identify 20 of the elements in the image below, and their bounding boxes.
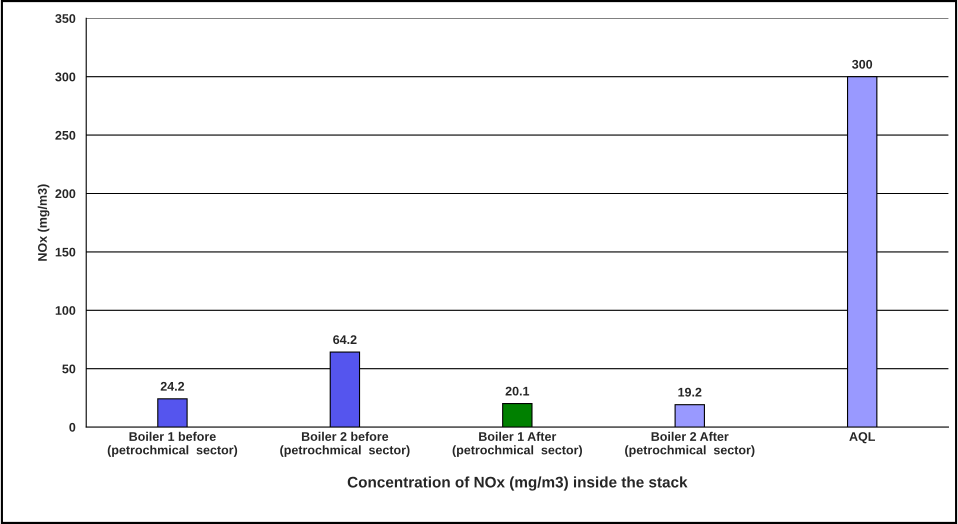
data-label: 19.2	[678, 388, 702, 397]
y-tick-label: 250	[55, 130, 76, 140]
y-tick-label: 100	[56, 306, 76, 315]
y-tick-label: 50	[62, 364, 76, 374]
x-tick-label: Boiler 2 before (petrochmical sector)	[280, 432, 410, 457]
y-tick-label: 300	[55, 72, 76, 82]
y-tick-label: 200	[55, 189, 76, 198]
data-label: 300	[852, 60, 872, 69]
data-label: 20.1	[506, 386, 530, 396]
data-label: 64.2	[333, 335, 357, 344]
x-tick-label: AQL	[849, 432, 876, 444]
x-tick-label: Boiler 1 After (petrochmical sector)	[452, 432, 582, 457]
y-axis-title: NOx (mg/m3)	[38, 184, 50, 261]
y-tick-label: 150	[56, 248, 76, 257]
y-tick-label: 0	[69, 422, 76, 432]
x-tick-label: Boiler 2 After (petrochmical sector)	[625, 432, 754, 457]
y-tick-label: 350	[55, 14, 76, 24]
x-tick-label: Boiler 1 before (petrochmical sector)	[108, 432, 238, 457]
x-axis-title: Concentration of NOx (mg/m3) inside the stack	[348, 476, 688, 491]
data-label: 24.2	[160, 382, 184, 391]
